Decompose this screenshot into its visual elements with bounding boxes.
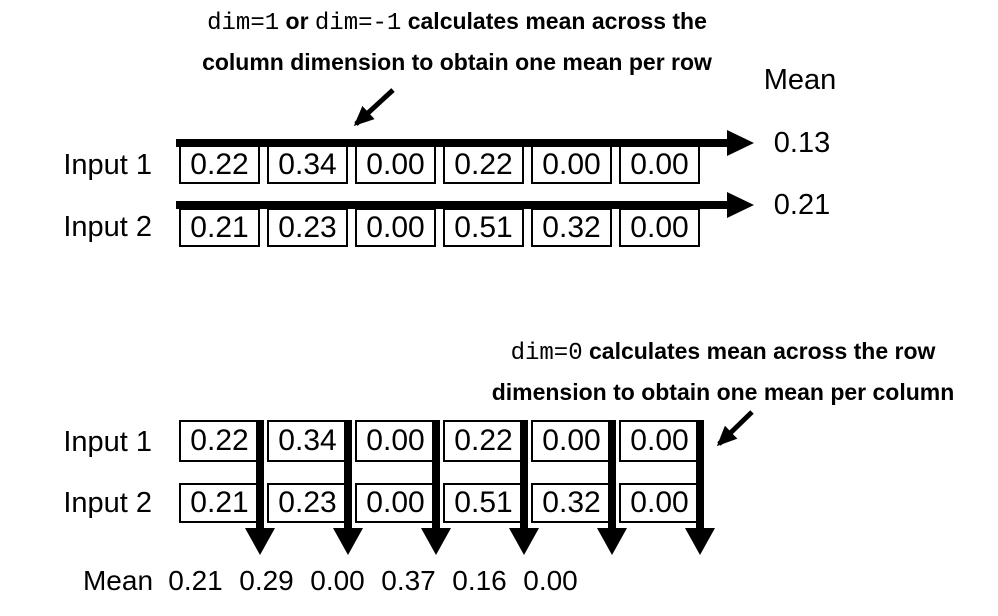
code-text: dim=-1 [314, 10, 402, 37]
value-cell: 0.51 [443, 483, 524, 523]
bottom-caption: dim=0 calculates mean across the row dim… [398, 332, 998, 412]
column-mean-value: 0.00 [310, 565, 365, 596]
bottom-row1-cells: 0.22 0.34 0.00 0.22 0.00 0.00 [179, 420, 700, 462]
bottom-mean-label: Mean [82, 565, 154, 596]
column-mean-value: 0.00 [523, 565, 578, 596]
caption-text: calculates mean across the row [582, 338, 936, 364]
value-cell: 0.00 [619, 208, 700, 247]
column-mean-value: 0.29 [239, 565, 294, 596]
bottom-row-label-input1: Input 1 [63, 426, 152, 458]
bottom-pointer-arrow-icon [716, 410, 754, 447]
caption-text: or [279, 8, 315, 34]
top-row1-cells: 0.22 0.34 0.00 0.22 0.00 0.00 [179, 145, 700, 184]
code-text: dim=1 [207, 10, 280, 37]
bottom-column-means: 0.21 0.29 0.00 0.37 0.16 0.00 [160, 566, 586, 596]
caption-text: column dimension to obtain one mean per … [202, 49, 712, 75]
value-cell: 0.34 [267, 145, 348, 184]
value-cell: 0.00 [531, 420, 612, 462]
value-cell: 0.51 [443, 208, 524, 247]
value-cell: 0.00 [619, 145, 700, 184]
column-mean-value: 0.16 [452, 565, 507, 596]
value-cell: 0.22 [179, 420, 260, 462]
bottom-row-label-input2: Input 2 [63, 487, 152, 519]
value-cell: 0.00 [355, 420, 436, 462]
top-row2-cells: 0.21 0.23 0.00 0.51 0.32 0.00 [179, 208, 700, 247]
value-cell: 0.00 [355, 145, 436, 184]
top-caption-line1: dim=1 or dim=-1 calculates mean across t… [100, 2, 814, 43]
top-row1-mean-value: 0.13 [773, 127, 831, 159]
value-cell: 0.00 [619, 420, 700, 462]
value-cell: 0.21 [179, 208, 260, 247]
bottom-caption-line2: dimension to obtain one mean per column [398, 373, 998, 412]
column-mean-value: 0.21 [168, 565, 223, 596]
value-cell: 0.34 [267, 420, 348, 462]
top-caption-line2: column dimension to obtain one mean per … [100, 43, 814, 82]
value-cell: 0.00 [355, 483, 436, 523]
top-row-label-input2: Input 2 [63, 211, 152, 243]
code-text: dim=0 [510, 340, 583, 367]
value-cell: 0.32 [531, 483, 612, 523]
top-row2-mean-value: 0.21 [773, 189, 831, 221]
value-cell: 0.00 [619, 483, 700, 523]
value-cell: 0.21 [179, 483, 260, 523]
top-pointer-arrow-icon [353, 88, 395, 127]
value-cell: 0.32 [531, 208, 612, 247]
value-cell: 0.23 [267, 208, 348, 247]
bottom-row2-cells: 0.21 0.23 0.00 0.51 0.32 0.00 [179, 483, 700, 523]
value-cell: 0.00 [531, 145, 612, 184]
value-cell: 0.22 [443, 145, 524, 184]
top-caption: dim=1 or dim=-1 calculates mean across t… [100, 2, 814, 82]
caption-text: calculates mean across the [401, 8, 707, 34]
value-cell: 0.23 [267, 483, 348, 523]
bottom-caption-line1: dim=0 calculates mean across the row [398, 332, 998, 373]
value-cell: 0.22 [443, 420, 524, 462]
column-mean-value: 0.37 [381, 565, 436, 596]
mean-column-header: Mean [763, 64, 837, 96]
value-cell: 0.22 [179, 145, 260, 184]
value-cell: 0.00 [355, 208, 436, 247]
caption-text: dimension to obtain one mean per column [491, 379, 955, 405]
top-row-label-input1: Input 1 [63, 149, 152, 181]
